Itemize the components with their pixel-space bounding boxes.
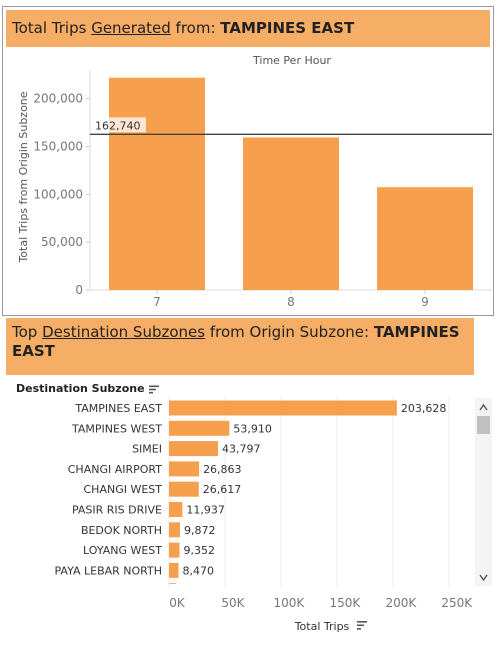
- destination-bar[interactable]: [169, 502, 183, 517]
- destination-value-label: 43,797: [222, 443, 261, 456]
- destination-value-label: 203,628: [401, 402, 447, 415]
- origin-subzone-name: TAMPINES EAST: [220, 19, 355, 37]
- scrollbar[interactable]: [475, 398, 492, 586]
- row-header[interactable]: Destination Subzone: [16, 382, 159, 395]
- destination-row[interactable]: CHANGI WEST 26,617: [84, 481, 242, 497]
- y-axis-title: Total Trips from Origin Subzone: [17, 91, 30, 263]
- destination-row[interactable]: BEDOK NORTH 9,872: [81, 522, 216, 538]
- x-tick-label: 250K: [441, 596, 473, 610]
- reference-label: 162,740: [95, 119, 141, 132]
- destination-bar[interactable]: [169, 542, 180, 558]
- destination-bar[interactable]: [169, 522, 181, 538]
- destination-row[interactable]: SIMEI 43,797: [132, 441, 261, 457]
- scrollbar-thumb[interactable]: [477, 416, 490, 434]
- destination-row[interactable]: TAMPINES EAST 203,628: [74, 400, 447, 416]
- sort-icon[interactable]: [357, 621, 367, 630]
- y-tick-label: 100,000: [33, 187, 83, 201]
- destination-name: SIMEI: [132, 443, 162, 456]
- destination-value-label: 8,470: [182, 564, 214, 577]
- destination-name: BEDOK SOUTH: [81, 585, 162, 598]
- sort-icon[interactable]: [148, 385, 159, 394]
- title-mid: from Origin Subzone:: [205, 323, 374, 341]
- y-tick-label: 0: [75, 283, 83, 297]
- destination-value-label: 53,910: [233, 422, 272, 435]
- destination-row[interactable]: PAYA LEBAR NORTH 8,470: [55, 562, 214, 578]
- chevron-down-icon[interactable]: [479, 574, 488, 582]
- x-tick-label: 7: [153, 295, 161, 309]
- y-tick-label: 200,000: [33, 92, 83, 106]
- trips-generated-title: Total Trips Generated from: TAMPINES EAS…: [6, 10, 490, 47]
- x-tick-label: 150K: [329, 596, 361, 610]
- x-tick-label: 200K: [385, 596, 417, 610]
- destination-name: PASIR RIS DRIVE: [72, 504, 162, 517]
- x-tick-label: 0K: [169, 596, 186, 610]
- scrollbar-track[interactable]: [475, 398, 492, 586]
- destination-bar[interactable]: [169, 481, 199, 497]
- destination-name: TAMPINES EAST: [74, 402, 162, 415]
- destination-value-label: 9,872: [184, 524, 216, 537]
- destination-bar[interactable]: [169, 420, 230, 436]
- destination-bar[interactable]: [169, 562, 179, 578]
- x-axis-title: Total Trips: [294, 620, 350, 633]
- hour-bar[interactable]: [377, 187, 473, 290]
- destination-bar[interactable]: [169, 583, 177, 598]
- destination-value-label: 26,863: [203, 463, 242, 476]
- title-prefix: Top: [12, 323, 43, 341]
- destination-row[interactable]: LOYANG WEST 9,352: [83, 542, 215, 558]
- destination-subzones-link[interactable]: Destination Subzones: [42, 323, 206, 341]
- x-tick-label: 9: [421, 295, 429, 309]
- hour-bar[interactable]: [243, 137, 339, 290]
- y-tick-label: 150,000: [33, 140, 83, 154]
- reference-label-bg: [92, 117, 146, 133]
- chart-subtitle: Time Per Hour: [252, 54, 331, 67]
- destination-row[interactable]: CHANGI AIRPORT 26,863: [68, 461, 242, 477]
- destination-name: TAMPINES WEST: [71, 422, 162, 435]
- hour-bar[interactable]: [109, 77, 205, 290]
- destination-value-label: 9,352: [183, 544, 215, 557]
- x-tick-label: 8: [287, 295, 295, 309]
- destination-row[interactable]: TAMPINES WEST 53,910: [71, 420, 272, 436]
- trips-by-hour-chart: Time Per Hour Total Trips from Origin Su…: [17, 54, 492, 309]
- row-header-label: Destination Subzone: [16, 382, 145, 395]
- destination-value-label: 11,937: [186, 504, 225, 517]
- title-prefix: Total Trips: [12, 19, 92, 37]
- destination-name: CHANGI WEST: [84, 483, 163, 496]
- destination-name: PAYA LEBAR NORTH: [55, 564, 163, 577]
- destination-value-label: 6,561: [180, 585, 212, 598]
- destination-value-label: 26,617: [203, 483, 242, 496]
- x-tick-label: 100K: [274, 596, 306, 610]
- destination-name: LOYANG WEST: [83, 544, 162, 557]
- destination-name: CHANGI AIRPORT: [68, 463, 163, 476]
- destination-bar[interactable]: [169, 461, 200, 477]
- destination-bar[interactable]: [169, 400, 397, 416]
- origin-subzone-name: TAMPINES EAST: [12, 323, 460, 360]
- title-mid: from:: [170, 19, 221, 37]
- destination-name: BEDOK NORTH: [81, 524, 162, 537]
- destination-row[interactable]: PASIR RIS DRIVE 11,937: [72, 502, 225, 517]
- x-tick-label: 50K: [221, 596, 245, 610]
- top-destinations-title: Top Destination Subzones from Origin Sub…: [6, 318, 474, 375]
- generated-link[interactable]: Generated: [91, 19, 171, 37]
- destination-row[interactable]: BEDOK SOUTH 6,561: [81, 583, 212, 598]
- chevron-up-icon[interactable]: [479, 403, 488, 411]
- destination-bar[interactable]: [169, 441, 219, 457]
- y-tick-label: 50,000: [41, 235, 83, 249]
